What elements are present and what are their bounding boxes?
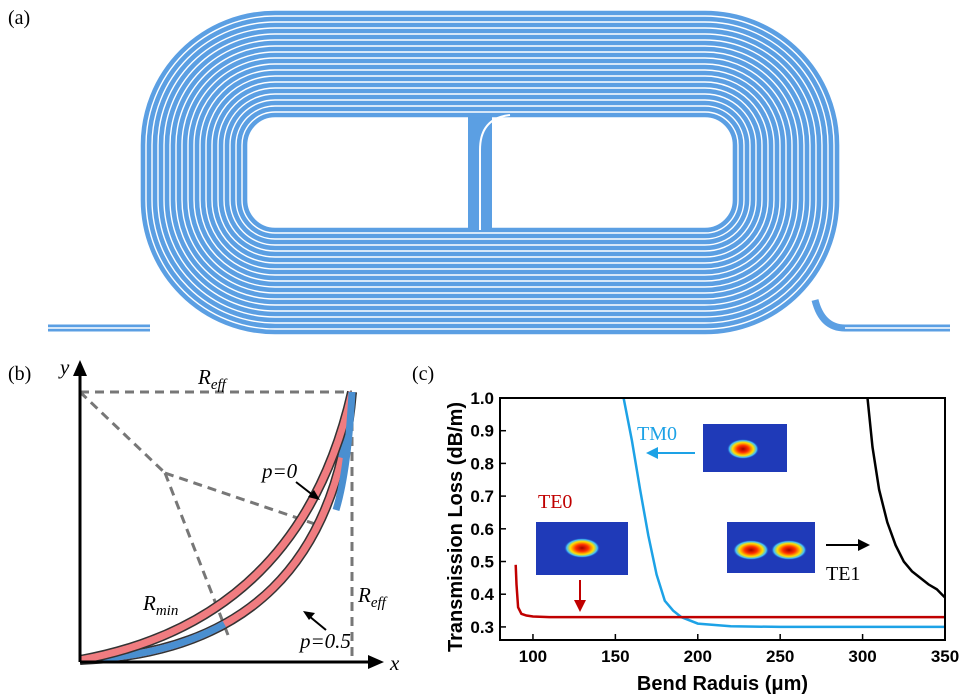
label-reff: Reff [197, 365, 228, 393]
spiral-waveguide [48, 13, 950, 332]
label-sub: min [156, 603, 179, 619]
arrowhead [646, 447, 658, 459]
y-tick-label: 0.3 [470, 618, 494, 637]
label-base: R [357, 583, 371, 607]
label-p05: p=0.5 [298, 629, 351, 653]
page: (a) (b) y x Reff Reff Rmin p=0 p=0.5 (c)… [0, 0, 963, 697]
arrowhead [574, 600, 586, 612]
label-reff: Reff [357, 583, 388, 611]
panel-label: (a) [8, 7, 30, 29]
series-label: TE0 [538, 491, 572, 513]
label-sub: eff [371, 595, 388, 611]
arrowhead [858, 539, 870, 551]
mode-profile [564, 538, 600, 558]
curve-outline [80, 392, 352, 660]
y-axis-title: Transmission Loss (dB/m) [445, 402, 467, 652]
curve-p05-ends [80, 392, 352, 660]
y-tick-label: 0.7 [470, 487, 494, 506]
label-base: R [142, 591, 156, 615]
label-p0: p=0 [260, 459, 298, 483]
mode-profile [771, 540, 807, 560]
curve-p0 [80, 392, 352, 660]
series-line [868, 398, 946, 598]
x-tick-label: 100 [519, 647, 547, 666]
y-tick-label: 0.4 [470, 585, 494, 604]
label-base: R [197, 365, 211, 389]
x-tick-label: 200 [684, 647, 712, 666]
y-tick-label: 0.5 [470, 553, 494, 572]
x-tick-label: 250 [766, 647, 794, 666]
arrow [309, 616, 326, 630]
panel-label: (c) [412, 363, 434, 385]
curve-outline [80, 392, 352, 660]
panel-label: (b) [8, 363, 31, 385]
x-axis-title: Bend Raduis (μm) [637, 673, 808, 695]
y-tick-label: 0.9 [470, 422, 494, 441]
dashed-lines [80, 392, 352, 660]
axis-label: y [58, 355, 70, 379]
bus [815, 300, 950, 328]
figure: (a) (b) y x Reff Reff Rmin p=0 p=0.5 (c)… [0, 0, 963, 697]
arrowhead [73, 360, 87, 376]
series-label: TE1 [826, 563, 860, 585]
y-tick-label: 1.0 [470, 389, 494, 408]
axis-label: x [389, 651, 400, 675]
label-sub: eff [211, 377, 228, 393]
y-tick-label: 0.6 [470, 520, 494, 539]
x-tick-label: 300 [848, 647, 876, 666]
bend-diagram [73, 360, 384, 669]
label-rmin: Rmin [142, 591, 178, 619]
series-label: TM0 [637, 423, 677, 445]
y-tick-label: 0.8 [470, 454, 494, 473]
curve-p05 [80, 392, 352, 660]
x-tick-label: 350 [931, 647, 959, 666]
mode-profile [727, 439, 759, 459]
x-tick-label: 150 [601, 647, 629, 666]
mode-profile [733, 540, 769, 560]
chart: 0.3 0.4 0.5 0.6 0.7 0.8 0.9 1.0 100 150 200 250 300 3… [445, 389, 959, 695]
arrowhead [368, 655, 384, 669]
